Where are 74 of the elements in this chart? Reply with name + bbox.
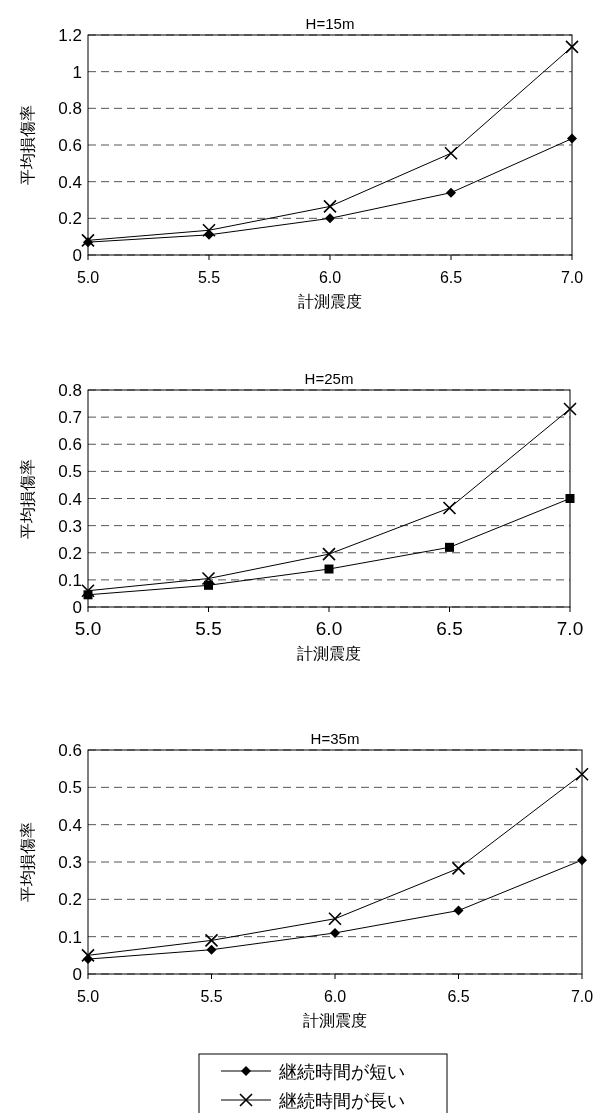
- y-tick-label: 0: [72, 598, 82, 617]
- y-tick-label: 0.8: [58, 381, 82, 400]
- point: [201, 571, 216, 586]
- point: [81, 948, 95, 963]
- y-tick-label: 0.2: [58, 209, 82, 229]
- point: [202, 223, 216, 238]
- y-tick-label: 0.7: [58, 408, 82, 428]
- x-axis-title: 計測震度: [298, 293, 362, 310]
- x-tick-label: 5.5: [195, 618, 222, 639]
- x-axis-title: 計測震度: [303, 1012, 367, 1029]
- y-tick-label: 1: [72, 62, 82, 82]
- y-axis-title: 平均損傷率: [19, 822, 36, 902]
- y-axis-title: 平均損傷率: [19, 458, 36, 539]
- legend-label: 継続時間が長い: [278, 1091, 405, 1111]
- y-tick-label: 0.5: [58, 778, 82, 798]
- point: [442, 501, 457, 515]
- point: [563, 402, 577, 416]
- x-tick-label: 5.0: [74, 618, 102, 639]
- chart-title: H=25m: [304, 370, 354, 387]
- point: [453, 905, 464, 916]
- chart-title: H=35m: [310, 730, 360, 747]
- x-tick-label: 5.5: [200, 988, 223, 1005]
- y-tick-label: 0.3: [58, 516, 82, 536]
- point: [330, 927, 340, 938]
- y-tick-label: 0: [72, 965, 82, 984]
- y-tick-label: 0.4: [58, 489, 82, 509]
- y-tick-label: 0.8: [58, 99, 82, 119]
- point: [445, 542, 454, 552]
- y-tick-label: 0.6: [58, 435, 82, 455]
- point: [81, 233, 95, 248]
- point: [446, 187, 456, 198]
- y-tick-label: 0.1: [58, 927, 82, 947]
- point: [325, 213, 335, 224]
- y-axis-title: 平均損傷率: [19, 105, 36, 185]
- x-axis-title: 計測震度: [297, 645, 361, 662]
- x-tick-label: 5.0: [76, 988, 100, 1005]
- y-tick-label: 1.2: [58, 26, 82, 45]
- point: [451, 861, 466, 876]
- x-tick-label: 5.5: [197, 269, 221, 286]
- chart-title: H=15m: [305, 15, 355, 32]
- point: [323, 199, 337, 214]
- x-tick-label: 6.0: [315, 618, 343, 639]
- point: [81, 583, 95, 598]
- y-tick-label: 0.5: [58, 462, 82, 482]
- x-tick-label: 6.0: [318, 269, 342, 286]
- point: [577, 855, 587, 866]
- point: [575, 767, 589, 782]
- x-tick-label: 6.0: [323, 988, 347, 1005]
- point: [324, 564, 334, 574]
- y-tick-label: 0.2: [58, 890, 82, 910]
- y-tick-label: 0: [72, 246, 82, 265]
- point: [322, 547, 336, 561]
- x-tick-label: 7.0: [556, 618, 584, 639]
- y-tick-label: 0.6: [58, 741, 82, 760]
- y-tick-label: 0.6: [58, 136, 82, 155]
- point: [206, 944, 217, 955]
- x-tick-label: 6.5: [439, 269, 463, 286]
- x-tick-label: 6.5: [447, 988, 470, 1005]
- point: [567, 133, 577, 144]
- y-tick-label: 0.4: [58, 815, 82, 835]
- y-tick-label: 0.2: [58, 543, 82, 563]
- x-tick-label: 6.5: [436, 618, 463, 639]
- x-tick-label: 7.0: [570, 988, 594, 1005]
- point: [565, 494, 575, 503]
- point: [204, 933, 219, 948]
- y-tick-label: 0.1: [58, 570, 82, 590]
- legend-label: 継続時間が短い: [278, 1062, 405, 1082]
- point: [565, 40, 579, 54]
- point: [328, 911, 342, 926]
- x-tick-label: 5.0: [76, 269, 100, 286]
- x-tick-label: 7.0: [560, 269, 584, 286]
- point: [444, 146, 458, 161]
- y-tick-label: 0.3: [58, 853, 82, 872]
- y-tick-label: 0.4: [58, 172, 82, 192]
